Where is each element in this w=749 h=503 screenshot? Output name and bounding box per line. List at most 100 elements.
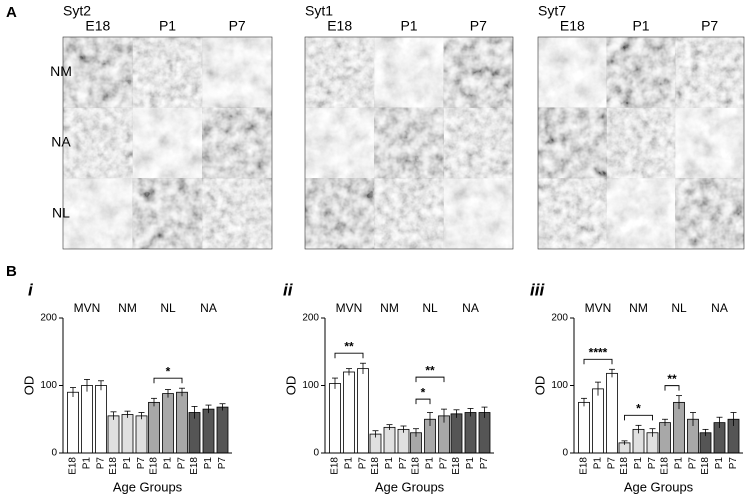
group-label: NL [422,301,438,315]
panel-label: A [6,4,17,21]
micrograph [132,37,203,108]
micrograph [443,37,513,108]
bar [578,401,590,454]
x-tick-label: P1 [593,457,604,470]
group-label: MVN [585,301,612,315]
y-axis-label: OD [21,376,36,396]
significance-bracket [664,385,680,391]
bar [329,383,341,454]
x-tick-label: E18 [370,457,381,475]
grid-frame [537,36,745,250]
column-label: P7 [701,18,718,34]
column-label: E18 [560,18,585,34]
y-axis-label: OD [283,376,298,396]
bar [673,401,685,454]
x-tick-label: E18 [411,457,422,475]
x-tick-label: P1 [163,457,174,470]
y-tick-label: 200 [551,313,568,324]
significance-label: ** [425,363,435,377]
micrograph [675,178,744,249]
bar [148,401,160,454]
column-label: P1 [159,18,176,34]
significance-label: * [166,364,171,378]
bar [216,406,229,454]
micrograph [132,107,203,179]
group-label: NM [118,301,137,315]
panel-sublabel: iii [530,280,545,299]
x-tick-label: E18 [451,457,462,475]
row-label: NA [51,134,71,150]
micrograph [538,107,607,179]
micrograph [305,37,375,108]
x-tick-label: P7 [136,457,147,470]
y-axis-label: OD [532,376,547,396]
column-label: P7 [229,18,246,34]
bar [95,385,107,454]
x-tick-label: P7 [177,457,188,470]
y-tick-label: 0 [51,448,57,459]
bar [606,372,618,454]
group-label: NA [200,301,217,315]
y-tick-label: 100 [551,380,568,391]
significance-bracket [334,352,364,359]
x-tick-label: P1 [122,457,133,470]
micrograph [675,107,744,179]
significance-label: * [421,385,426,399]
significance-bracket [624,414,653,421]
group-label: NL [671,301,687,315]
x-axis-label: Age Groups [624,479,694,494]
bar [397,428,410,454]
bar [67,391,79,454]
significance-bracket [583,358,613,365]
panel-label: B [6,263,17,280]
x-tick-label: P7 [217,457,228,470]
x-tick-label: E18 [700,457,711,475]
x-tick-label: P1 [714,457,725,470]
micrograph [202,37,272,108]
group-label: NM [629,301,648,315]
bar [162,393,174,454]
column-label: P7 [470,18,487,34]
y-tick-label: 100 [302,380,319,391]
x-tick-label: P1 [344,457,355,470]
x-tick-label: P7 [688,457,699,470]
group-label: NL [160,301,176,315]
row-label: NL [52,204,70,220]
significance-bracket [415,376,445,383]
x-tick-label: P7 [398,457,409,470]
grid-frame [62,36,273,250]
column-label: P1 [400,18,417,34]
significance-bracket [415,398,431,405]
x-tick-label: E18 [619,457,630,475]
column-label: E18 [85,18,110,34]
x-tick-label: P1 [384,457,395,470]
x-tick-label: P7 [607,457,618,470]
y-tick-label: 200 [302,313,319,324]
x-tick-label: P1 [674,457,685,470]
bar [592,388,604,454]
group-label: MVN [336,301,363,315]
row-label: NM [50,63,72,79]
y-tick-label: 0 [562,448,568,459]
group-label: MVN [74,301,101,315]
x-tick-label: E18 [108,457,119,475]
panel-sublabel: i [28,280,34,299]
micrograph [538,178,607,249]
x-tick-label: P7 [358,457,369,470]
bar [659,422,671,454]
x-tick-label: P7 [439,457,450,470]
micrograph [443,107,513,179]
y-tick-label: 100 [40,380,57,391]
x-axis-label: Age Groups [375,479,445,494]
group-label: NA [462,301,479,315]
x-tick-label: E18 [68,457,79,475]
micrograph [202,107,272,179]
bar [357,368,369,454]
significance-bracket [153,377,183,384]
micrograph [63,178,133,249]
y-tick-label: 200 [40,313,57,324]
column-label: E18 [327,18,352,34]
x-tick-label: P1 [465,457,476,470]
bar [202,408,215,454]
